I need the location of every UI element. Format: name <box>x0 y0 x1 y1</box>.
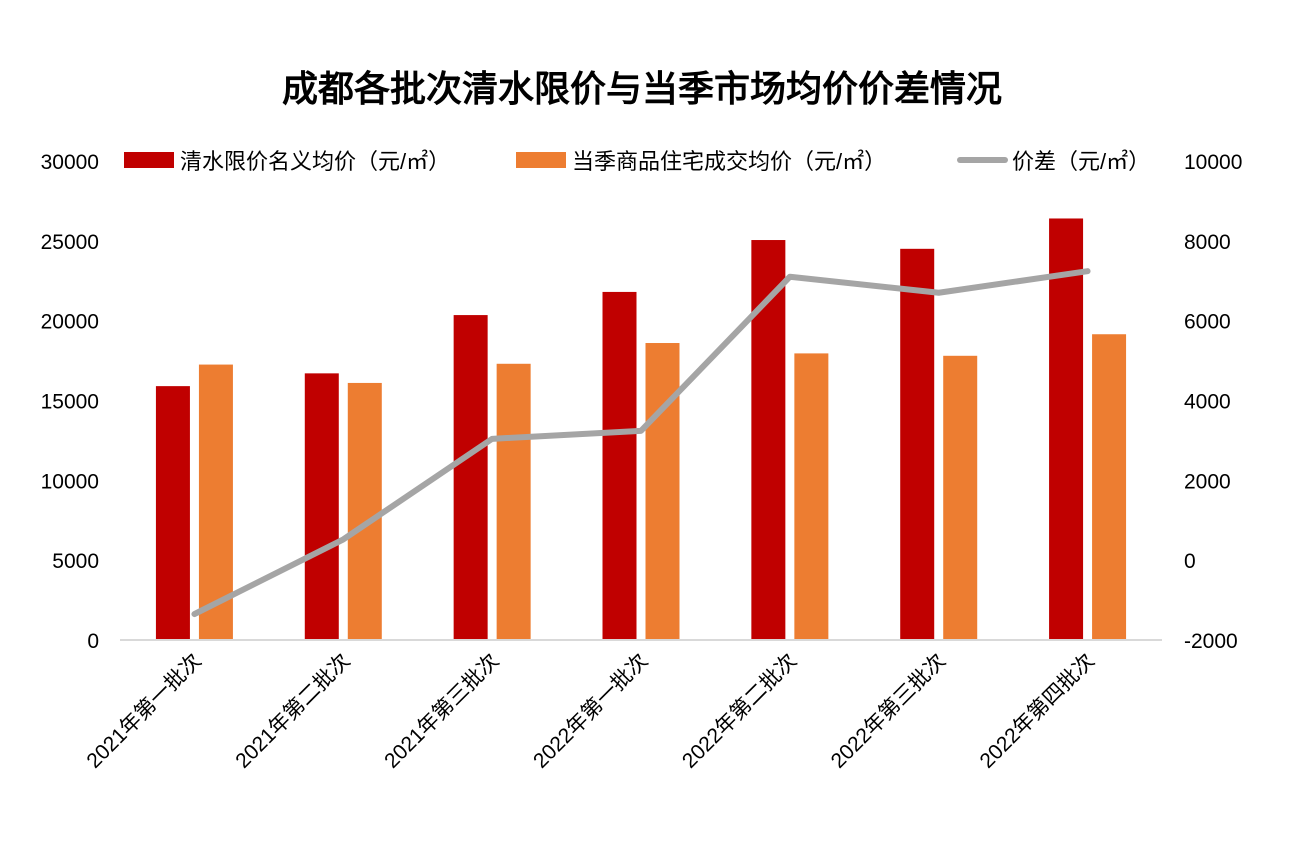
right-axis-tick-label: 8000 <box>1184 231 1231 254</box>
price-cap-bar <box>1049 218 1084 641</box>
right-axis-tick-label: 6000 <box>1184 311 1231 334</box>
market-price-bar <box>645 343 680 640</box>
market-price-bar <box>347 382 382 640</box>
x-axis-category-label: 2021年第三批次 <box>380 649 504 773</box>
right-axis-tick-label: -2000 <box>1184 630 1238 653</box>
price-cap-bar <box>304 373 339 640</box>
x-axis-category-label: 2021年第二批次 <box>231 649 355 773</box>
left-axis-tick-label: 15000 <box>41 391 99 414</box>
x-axis-category-label: 2022年第三批次 <box>827 649 951 773</box>
right-axis-tick-label: 10000 <box>1184 151 1242 174</box>
market-price-bar <box>496 363 531 640</box>
legend-label: 价差（元/㎡） <box>1012 149 1150 174</box>
x-axis-labels: 2021年第一批次 2021年第二批次 2021年第三批次 2022年第一批次 2022… <box>82 649 1099 773</box>
x-axis-category-label: 2021年第一批次 <box>82 649 206 773</box>
legend-label: 清水限价名义均价（元/㎡） <box>180 149 450 174</box>
line-series <box>191 268 1091 618</box>
price-cap-bar <box>453 315 488 640</box>
legend: 清水限价名义均价（元/㎡） 当季商品住宅成交均价（元/㎡） 价差（元/㎡） <box>124 149 1150 174</box>
price-cap-bar <box>155 386 190 640</box>
legend-swatch-market-price <box>516 152 566 168</box>
price-cap-bar <box>900 248 935 641</box>
right-axis-tick-label: 0 <box>1184 550 1196 573</box>
legend-label: 当季商品住宅成交均价（元/㎡） <box>572 149 886 174</box>
market-price-bar <box>943 355 978 640</box>
x-axis-category-label: 2022年第二批次 <box>678 649 802 773</box>
left-axis-tick-label: 0 <box>87 630 99 653</box>
bars <box>155 218 1127 641</box>
market-price-bar <box>794 353 829 640</box>
x-axis-category-label: 2022年第一批次 <box>529 649 653 773</box>
price-cap-bar <box>602 291 637 640</box>
right-axis: -2000 0 2000 4000 6000 8000 10000 <box>1184 151 1242 653</box>
right-axis-tick-label: 2000 <box>1184 470 1231 493</box>
chart-title: 成都各批次清水限价与当季市场均价价差情况 <box>282 68 1002 109</box>
left-axis-tick-label: 30000 <box>41 151 99 174</box>
left-axis-tick-label: 20000 <box>41 311 99 334</box>
legend-swatch-price-cap <box>124 152 174 168</box>
market-price-bar <box>1092 334 1127 640</box>
market-price-bar <box>198 364 233 640</box>
left-axis-tick-label: 25000 <box>41 231 99 254</box>
left-axis-tick-label: 10000 <box>41 470 99 493</box>
right-axis-tick-label: 4000 <box>1184 391 1231 414</box>
left-axis: 0 5000 10000 15000 20000 25000 30000 <box>41 151 99 653</box>
left-axis-tick-label: 5000 <box>52 550 99 573</box>
x-axis-category-label: 2022年第四批次 <box>976 649 1100 773</box>
